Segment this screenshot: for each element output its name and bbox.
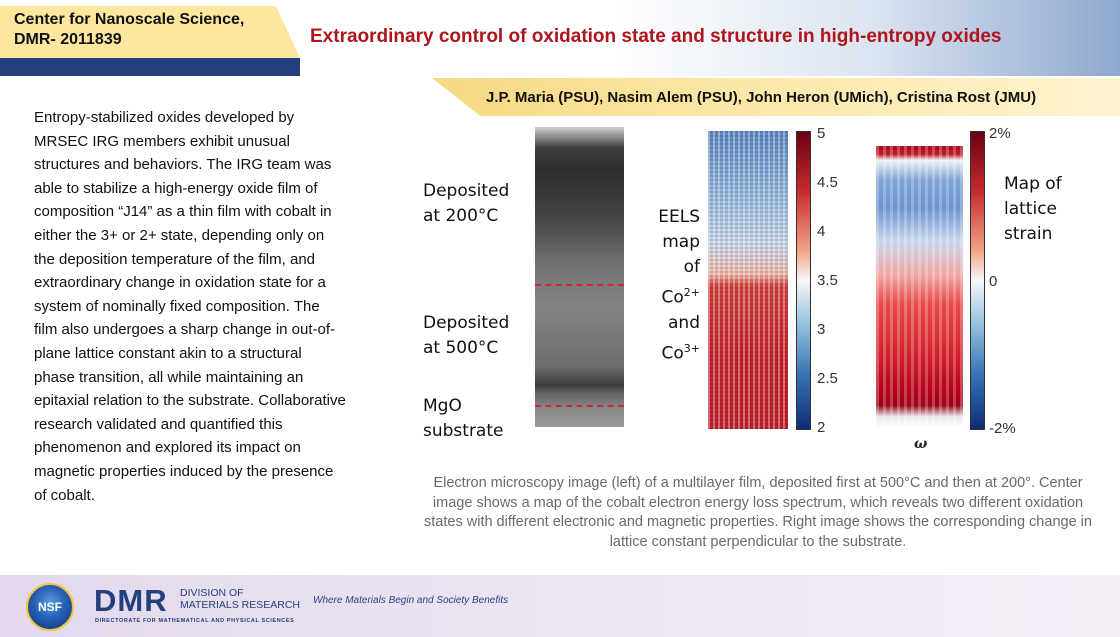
authors-band (432, 78, 1120, 116)
eels-label-co3: Co3+ (650, 336, 701, 367)
label-deposited-500-line1: Deposited (423, 313, 510, 333)
co-text: Co (661, 343, 684, 364)
eels-label-line3: of (683, 257, 700, 277)
page-title: Extraordinary control of oxidation state… (310, 26, 1002, 47)
body-text: Entropy-stabilized oxides developed by M… (34, 109, 346, 504)
strain-tick-bottom: -2% (989, 420, 1016, 437)
lattice-strain-map-image (876, 146, 963, 428)
label-mgo-line2: substrate (423, 421, 504, 441)
co-text: Co (661, 287, 684, 308)
co2-superscript: 2+ (683, 286, 700, 299)
electron-microscopy-image (535, 127, 624, 427)
strain-map-label: Map of lattice strain (1004, 172, 1094, 247)
nsf-logo-text: NSF (38, 600, 62, 614)
eels-map-image (708, 131, 788, 429)
dmr-division-line1: DIVISION OF (180, 587, 244, 599)
label-mgo-substrate: MgO substrate (423, 394, 503, 444)
strain-label-line2: lattice (1004, 199, 1058, 219)
eels-tick-3: 3 (817, 321, 826, 338)
eels-tick-4: 4 (817, 223, 826, 240)
eels-map-label: EELS map of Co2+ and Co3+ (650, 205, 700, 366)
nsf-logo (26, 583, 74, 631)
label-deposited-200-line2: at 200°C (423, 206, 499, 226)
dmr-division-text: DIVISION OF MATERIALS RESEARCH (180, 587, 310, 611)
eels-label-line1: EELS (658, 207, 700, 227)
center-name-box (0, 6, 300, 58)
strain-tick-mid: 0 (989, 273, 998, 290)
eels-tick-4-5: 4.5 (817, 174, 838, 191)
label-deposited-200: Deposited at 200°C (423, 179, 509, 229)
eels-label-and: and (668, 312, 700, 333)
dmr-division-line2: MATERIALS RESEARCH (180, 599, 300, 611)
strain-tick-top: 2% (989, 125, 1011, 142)
eels-label-co2: Co2+ (650, 280, 701, 311)
eels-tick-3-5: 3.5 (817, 272, 838, 289)
label-deposited-500: Deposited at 500°C (423, 311, 509, 361)
label-deposited-200-line1: Deposited (423, 181, 510, 201)
label-deposited-500-line2: at 500°C (423, 338, 499, 358)
authors: J.P. Maria (PSU), Nasim Alem (PSU), John… (486, 89, 1037, 106)
interface-dashed-line-lower (535, 405, 624, 407)
eels-tick-2: 2 (817, 419, 826, 436)
interface-dashed-line-upper (535, 284, 624, 286)
figure-caption: Electron microscopy image (left) of a mu… (424, 475, 1092, 550)
co3-superscript: 3+ (683, 341, 700, 355)
omega-symbol: ω (914, 436, 928, 452)
label-mgo-line1: MgO (423, 396, 462, 416)
strain-label-line3: strain (1004, 224, 1053, 244)
center-name: Center for Nanoscale Science, DMR- 20118… (14, 11, 245, 48)
header-navy-bar (0, 58, 300, 76)
eels-label-line2: map (662, 232, 700, 252)
strain-colorbar (970, 131, 985, 430)
footer-band (0, 575, 1120, 637)
footer-tagline: Where Materials Begin and Society Benefi… (313, 595, 509, 606)
dmr-logo-mark: DMR (94, 583, 168, 618)
eels-tick-5: 5 (817, 125, 826, 142)
dmr-directorate: DIRECTORATE FOR MATHEMATICAL AND PHYSICA… (95, 618, 295, 624)
eels-colorbar (796, 131, 811, 430)
eels-tick-2-5: 2.5 (817, 370, 838, 387)
strain-label-line1: Map of (1004, 174, 1062, 194)
